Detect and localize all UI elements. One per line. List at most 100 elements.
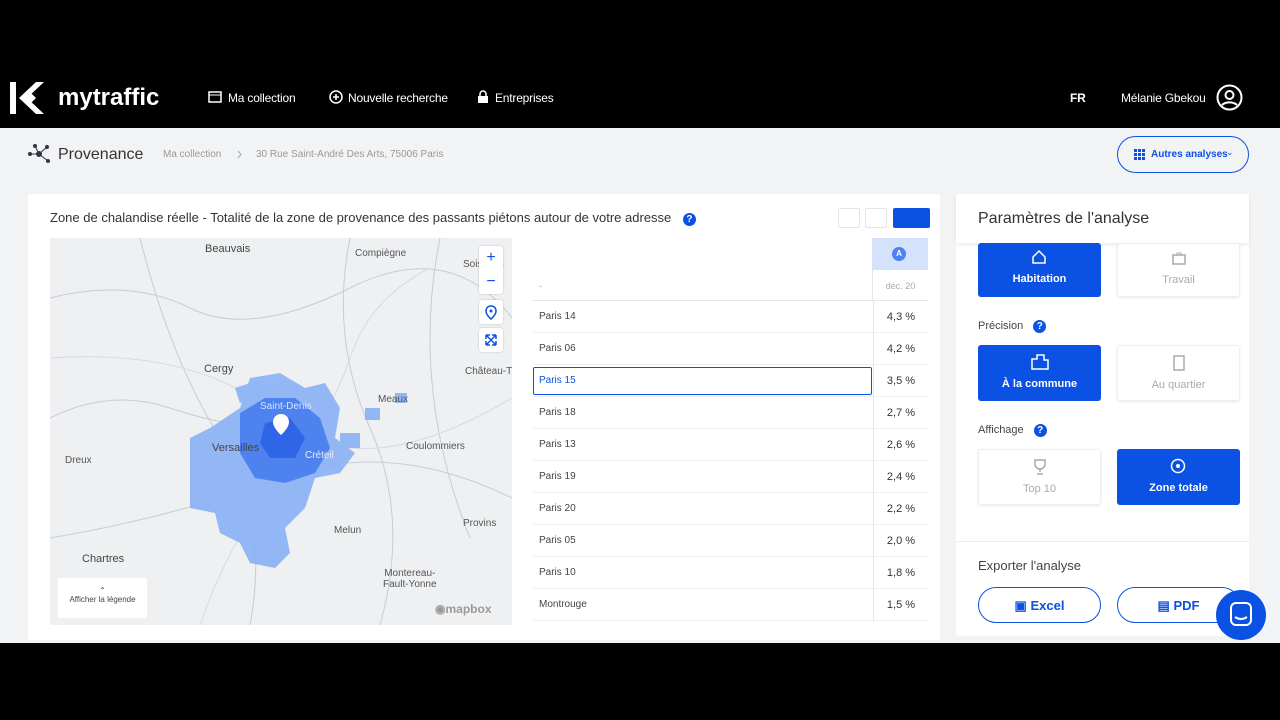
locate-button[interactable] (479, 300, 503, 324)
table-row[interactable]: Paris 10 1,8 % (533, 557, 928, 589)
card-title-text: Zone de chalandise réelle - Totalité de … (50, 210, 672, 225)
brand[interactable]: mytraffic (58, 84, 160, 111)
help-icon[interactable]: ? (1033, 320, 1047, 333)
help-icon[interactable]: ? (1033, 424, 1047, 437)
option[interactable]: Top 10 (978, 449, 1101, 505)
row-name: Paris 18 (539, 407, 576, 418)
row-value: 1,5 % (873, 589, 928, 621)
help-icon[interactable]: ? (682, 213, 696, 226)
map-label: Versailles (212, 442, 260, 454)
section-label: Exporter l'analyse (978, 558, 1081, 573)
legend-toggle[interactable]: ⌃ Afficher la légende (58, 578, 147, 618)
legend-toggle-text: Afficher la légende (69, 595, 136, 604)
separator (237, 150, 242, 159)
map-label: Saint-Denis (260, 401, 312, 412)
option-selected[interactable]: Habitation (978, 243, 1101, 297)
table-row[interactable]: Paris 05 2,0 % (533, 525, 928, 557)
menu-label: Autres analyses (1151, 149, 1228, 160)
map-label: Meaux (378, 394, 409, 405)
map[interactable]: Beauvais Compiègne Soissons Cergy Châtea… (50, 238, 512, 625)
view-list[interactable] (865, 208, 887, 228)
map-label: Melun (334, 525, 362, 536)
option-label: Zone totale (1149, 482, 1208, 494)
icon (1172, 252, 1186, 265)
row-value: 2,2 % (873, 493, 928, 525)
nav-link[interactable]: Ma collection (228, 91, 296, 105)
navbar: mytraffic (0, 80, 1280, 128)
row-value: 4,2 % (873, 333, 928, 365)
export-button[interactable]: ▤ PDF (1117, 587, 1240, 623)
icon (1034, 459, 1046, 475)
fullscreen-button[interactable] (479, 328, 503, 352)
row-value: 1,8 % (873, 557, 928, 589)
option[interactable]: Au quartier (1117, 345, 1240, 401)
option-selected[interactable]: À la commune (978, 345, 1101, 401)
map-label: Montereau- Fault-Yonne (383, 568, 437, 590)
panel-title: Paramètres de l'analyse (978, 210, 1150, 227)
table-row[interactable]: Paris 18 2,7 % (533, 397, 928, 429)
option-selected[interactable]: Zone totale (1117, 449, 1240, 505)
nav-link[interactable]: Entreprises (495, 91, 554, 105)
row-value: 2,4 % (873, 461, 928, 493)
panel-header (956, 194, 1249, 243)
map-label: Chartres (82, 553, 125, 565)
icon (1134, 149, 1145, 160)
icon (1170, 458, 1186, 474)
map-label: Créteil (305, 450, 334, 461)
section-label-text: Affichage (978, 424, 1024, 436)
row-value: 2,0 % (873, 525, 928, 557)
attribution-text: mapbox (445, 602, 492, 616)
menu-button[interactable]: Autres analyses ⌄ (1117, 136, 1249, 173)
breadcrumb[interactable]: Ma collection (163, 149, 222, 160)
zoom-controls[interactable]: + − (479, 246, 503, 294)
caret: ⌄ (1226, 147, 1234, 157)
map-label: Provins (463, 518, 497, 529)
user-name[interactable]: Mélanie Gbekou (1121, 91, 1206, 105)
icon (1032, 249, 1046, 264)
row-name: Paris 19 (539, 471, 576, 482)
map-label: Coulommiers (406, 441, 465, 452)
attribution: ◉mapbox (435, 602, 492, 616)
table-row[interactable]: Paris 15 3,5 % (533, 365, 928, 397)
map-label: Beauvais (205, 243, 251, 255)
user-icon[interactable] (1216, 84, 1243, 111)
row-name: Paris 13 (539, 439, 576, 450)
table-header: - déc. 20 (533, 270, 928, 301)
map-drawing (50, 238, 512, 625)
table-row[interactable]: Montrouge 1,5 % (533, 589, 928, 621)
export-label: PDF (1173, 598, 1200, 613)
row-name: Paris 15 (539, 375, 576, 386)
divider (956, 541, 1249, 542)
option-label: Travail (1162, 274, 1195, 286)
option[interactable]: Travail (1117, 243, 1240, 297)
export-label: Excel (1030, 598, 1065, 613)
option-label: Habitation (1012, 273, 1067, 285)
view-map[interactable] (838, 208, 860, 228)
section-label: Précision ? (978, 320, 1047, 333)
chat-button[interactable] (1216, 590, 1266, 640)
icon (28, 144, 50, 163)
row-name: Paris 06 (539, 343, 576, 354)
row-header: - (539, 281, 542, 291)
table-row[interactable]: Paris 20 2,2 % (533, 493, 928, 525)
map-label: Dreux (65, 455, 92, 466)
icon (478, 90, 488, 103)
nav-link[interactable]: Nouvelle recherche (348, 91, 448, 105)
option-label: Top 10 (1022, 483, 1057, 495)
language[interactable]: FR (1070, 91, 1086, 105)
row-value: 2,7 % (873, 397, 928, 429)
row-value: 4,3 % (873, 301, 928, 333)
column-header: déc. 20 (872, 270, 928, 301)
view-both[interactable] (893, 208, 930, 228)
icon (1173, 355, 1185, 371)
export-button[interactable]: ▣ Excel (978, 587, 1101, 623)
table-row[interactable]: Paris 19 2,4 % (533, 461, 928, 493)
option-label: À la commune (1001, 378, 1078, 390)
breadcrumb: 30 Rue Saint-André Des Arts, 75006 Paris (256, 149, 444, 160)
table-row[interactable]: Paris 14 4,3 % (533, 301, 928, 333)
icon (329, 90, 343, 104)
table-row[interactable]: Paris 06 4,2 % (533, 333, 928, 365)
section-label-text: Précision (978, 320, 1024, 332)
table-row[interactable]: Paris 13 2,6 % (533, 429, 928, 461)
